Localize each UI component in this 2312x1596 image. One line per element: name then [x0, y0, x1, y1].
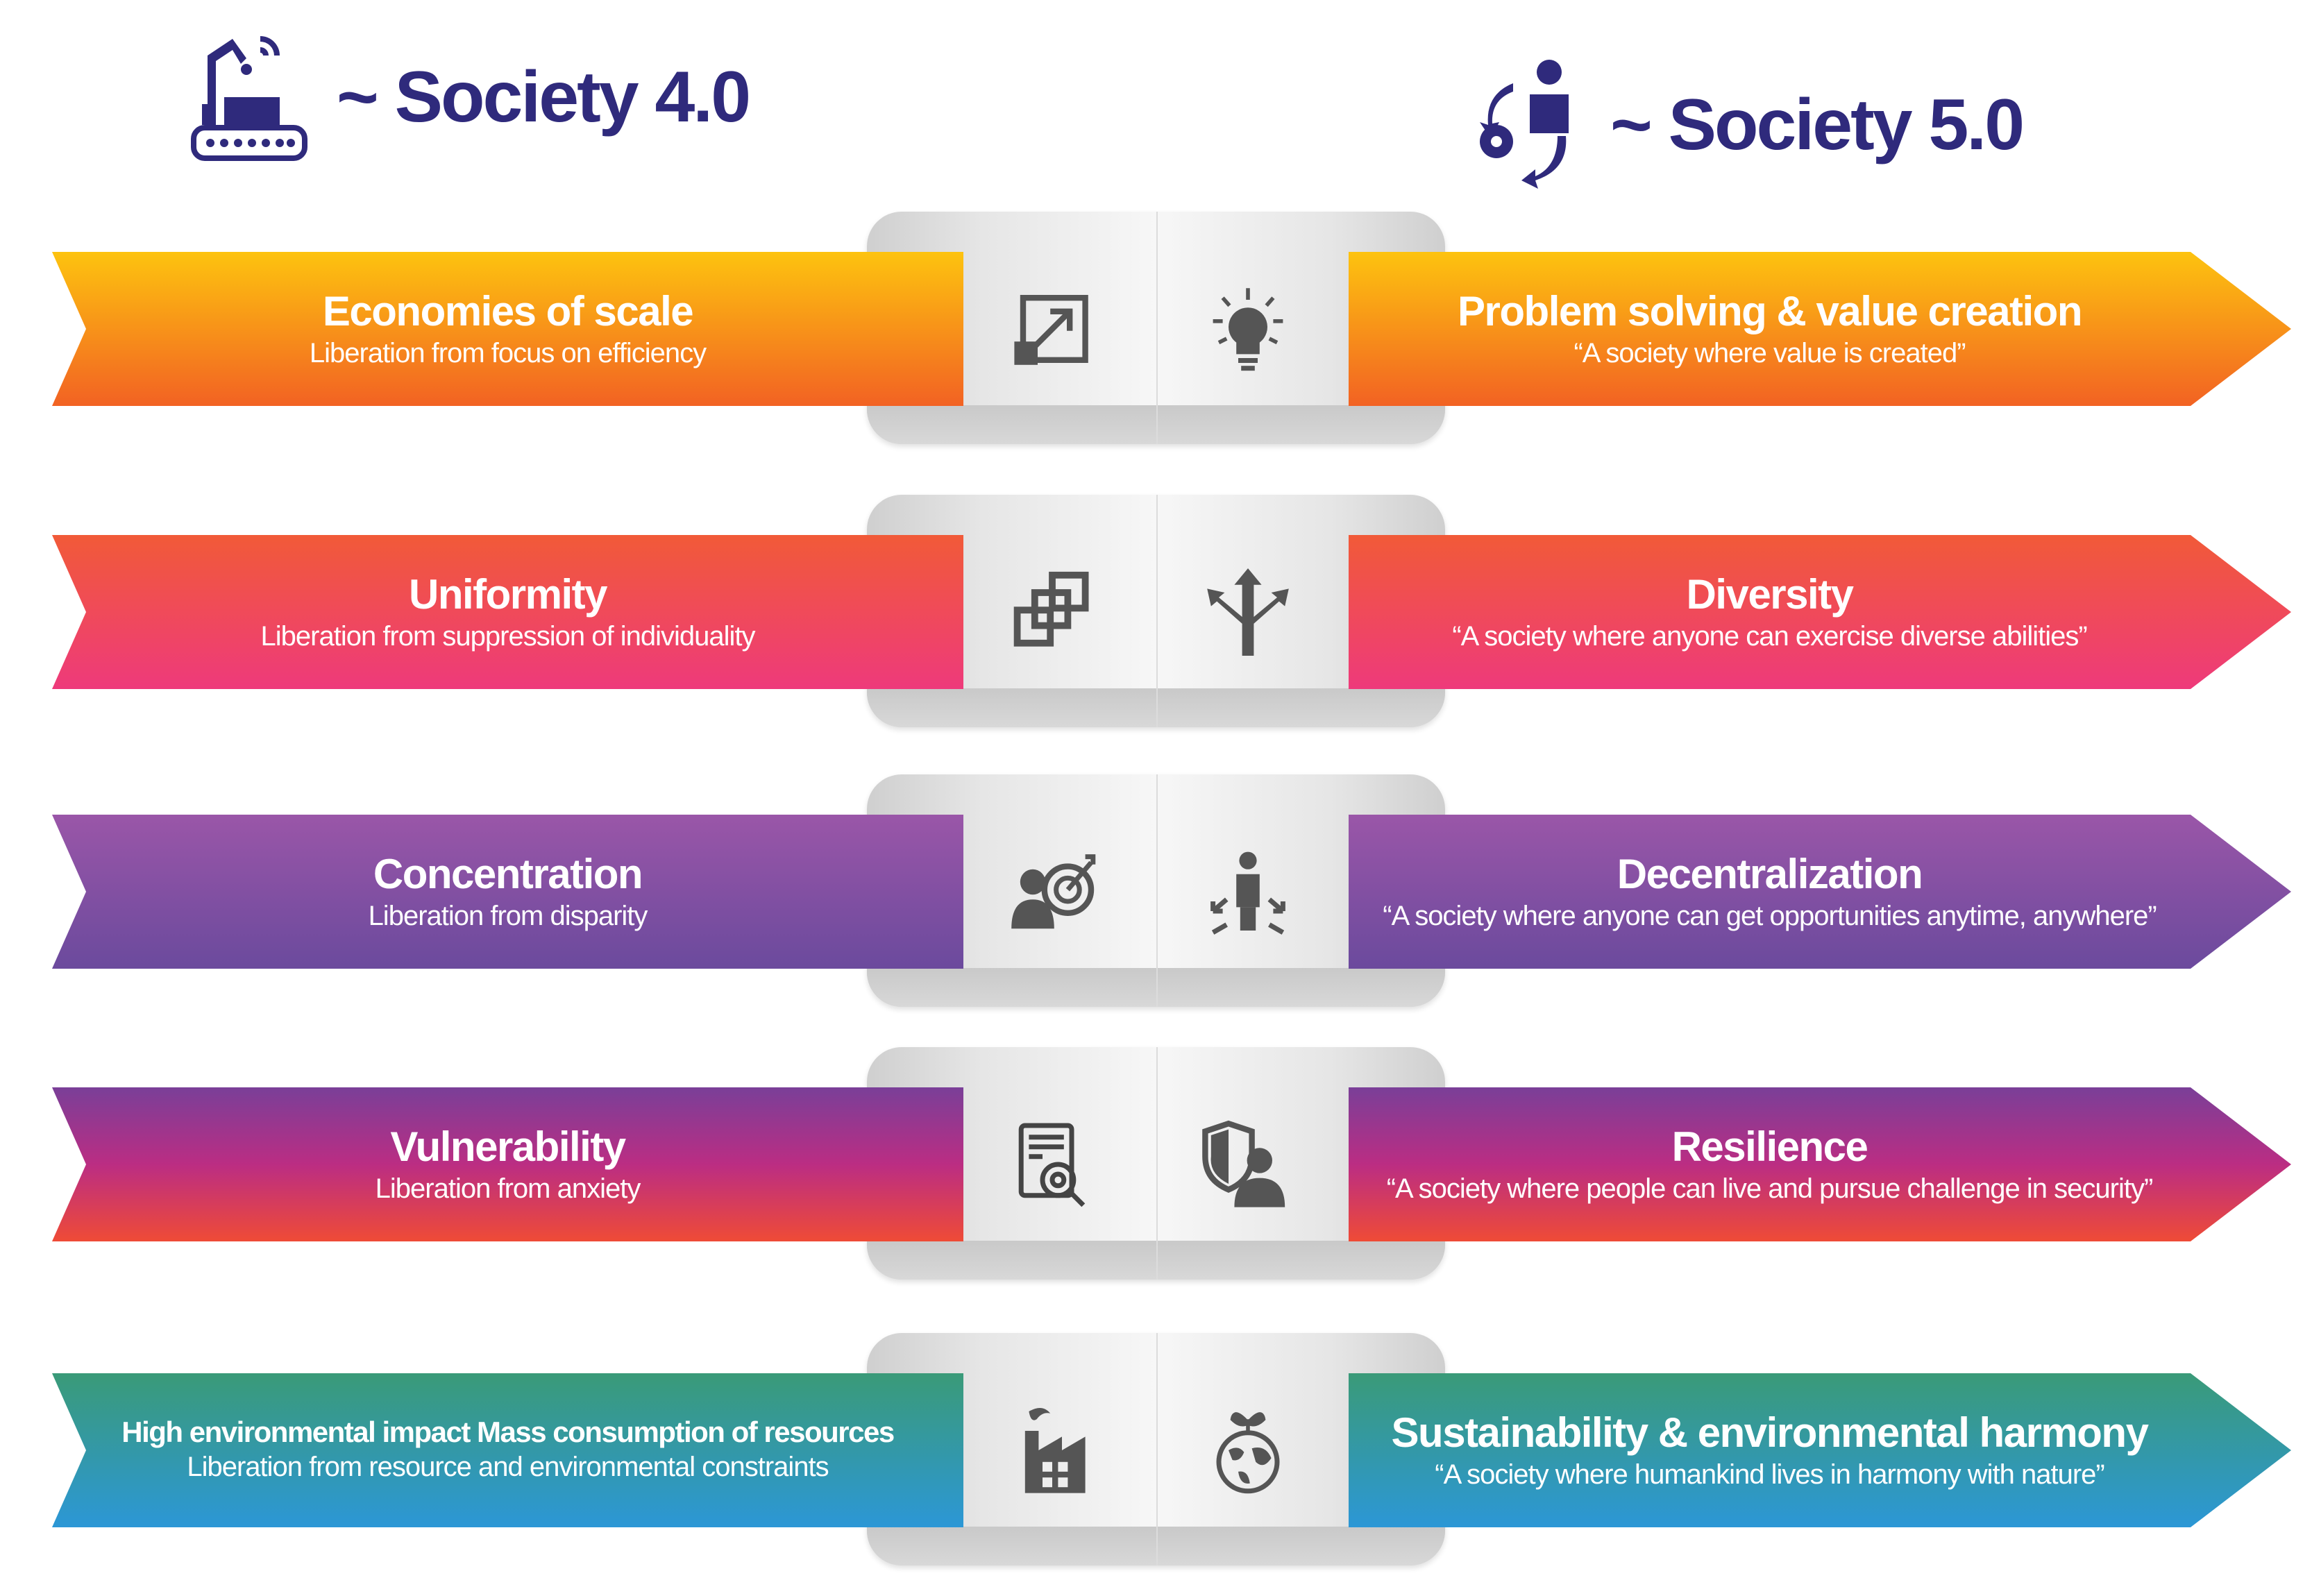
band-subtitle: “A society where value is created”	[1573, 337, 1966, 368]
person-arrows-icon	[1199, 843, 1297, 940]
globe-sprout-icon	[1199, 1402, 1297, 1499]
society-5-band: Decentralization “A society where anyone…	[1349, 815, 2291, 969]
band-subtitle: “A society where humankind lives in harm…	[1435, 1459, 2104, 1490]
band-subtitle: “A society where anyone can exercise div…	[1452, 620, 2087, 652]
society-4-title: ~ Society 4.0	[337, 56, 751, 137]
band-title: Resilience	[1671, 1123, 1868, 1170]
band-subtitle: Liberation from anxiety	[375, 1173, 641, 1204]
society-5-band: Resilience “A society where people can l…	[1349, 1087, 2291, 1241]
band-subtitle: Liberation from suppression of individua…	[260, 620, 756, 652]
band-title: Diversity	[1686, 570, 1854, 618]
society-4-band: Economies of scale Liberation from focus…	[52, 252, 963, 406]
society-4-band: Vulnerability Liberation from anxiety	[52, 1087, 963, 1241]
lightbulb-icon	[1199, 280, 1297, 377]
society-4-band: Uniformity Liberation from suppression o…	[52, 535, 963, 689]
duplicate-squares-icon	[1004, 563, 1101, 661]
society-4-band: Concentration Liberation from disparity	[52, 815, 963, 969]
band-subtitle: “A society where anyone can get opportun…	[1383, 900, 2157, 931]
diverging-arrows-icon	[1199, 563, 1297, 661]
band-title: Economies of scale	[322, 287, 694, 334]
factory-robot-icon	[191, 36, 307, 161]
society-5-header: ~ Society 5.0	[1471, 56, 2025, 194]
society-5-title: ~ Society 5.0	[1610, 84, 2025, 165]
band-subtitle: Liberation from resource and environment…	[187, 1452, 829, 1483]
band-title: Decentralization	[1617, 850, 1923, 897]
band-title: Problem solving & value creation	[1458, 287, 2082, 334]
society-4-header: ~ Society 4.0	[191, 28, 751, 167]
band-title: Sustainability & environmental harmony	[1391, 1409, 2149, 1456]
society-5-band: Diversity “A society where anyone can ex…	[1349, 535, 2291, 689]
shield-person-icon	[1199, 1116, 1297, 1213]
factory-icon	[1004, 1402, 1101, 1499]
band-title: Concentration	[373, 850, 643, 897]
band-subtitle: Liberation from disparity	[368, 900, 648, 931]
society-5-band: Problem solving & value creation “A soci…	[1349, 252, 2291, 406]
expand-arrow-icon	[1004, 280, 1101, 377]
society-5-band: Sustainability & environmental harmony “…	[1349, 1373, 2291, 1527]
society-4-band: High environmental impact Mass consumpti…	[52, 1373, 963, 1527]
band-title: Vulnerability	[390, 1123, 626, 1170]
person-target-icon	[1004, 843, 1101, 940]
band-subtitle: “A society where people can live and pur…	[1386, 1173, 2154, 1204]
band-title: High environmental impact Mass consumpti…	[121, 1415, 895, 1448]
data-search-icon	[1004, 1116, 1101, 1213]
person-gear-cycle-icon	[1480, 60, 1569, 189]
band-subtitle: Liberation from focus on efficiency	[309, 337, 707, 368]
band-title: Uniformity	[409, 570, 608, 618]
